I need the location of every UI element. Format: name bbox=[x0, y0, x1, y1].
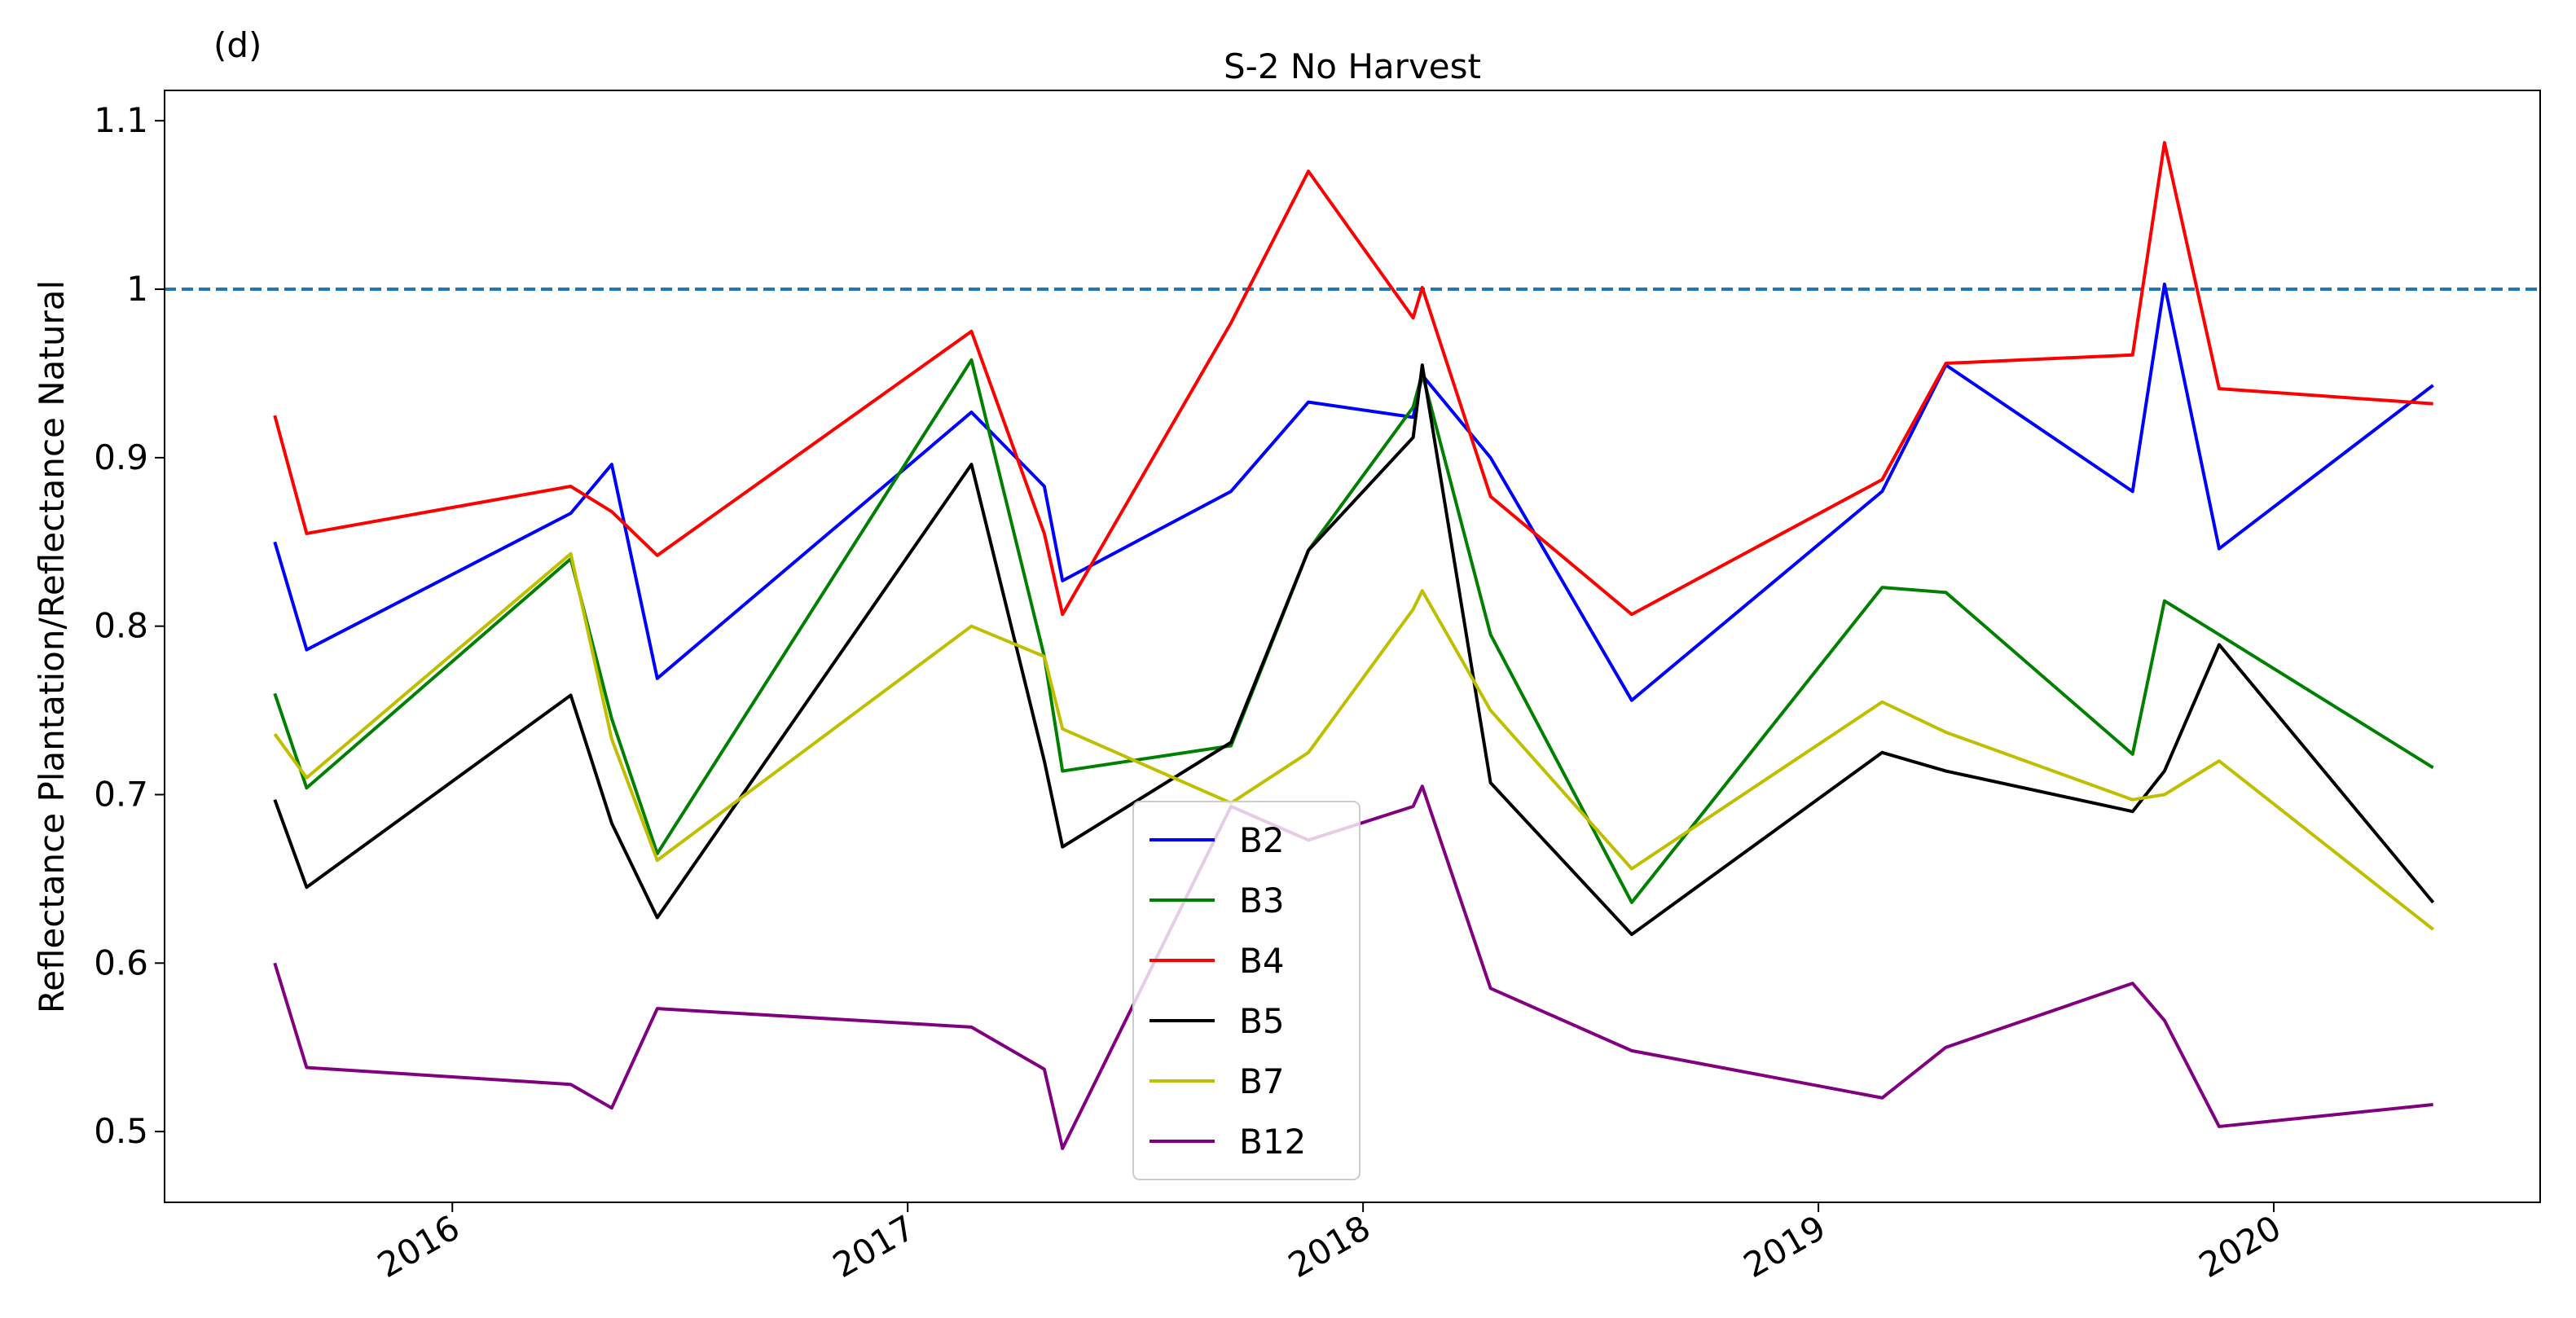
series-line bbox=[273, 141, 2433, 617]
y-axis-label: Reflectance Plantation/Reflectance Natur… bbox=[32, 280, 72, 1013]
legend-label: B3 bbox=[1239, 881, 1285, 920]
legend-label: B4 bbox=[1239, 941, 1285, 981]
series-line bbox=[273, 551, 2434, 931]
y-tick-label: 0.5 bbox=[94, 1111, 148, 1151]
legend-label: B7 bbox=[1239, 1061, 1285, 1101]
legend-box bbox=[1132, 801, 1361, 1180]
x-tick-label: 2020 bbox=[2192, 1207, 2288, 1285]
legend-label: B5 bbox=[1239, 1001, 1285, 1041]
plot-frame bbox=[164, 90, 2541, 1203]
y-tick-label: 0.7 bbox=[94, 775, 148, 815]
chart-title: S-2 No Harvest bbox=[1224, 46, 1481, 86]
panel-label: (d) bbox=[213, 25, 262, 65]
series-line bbox=[273, 363, 2435, 937]
series-line bbox=[273, 358, 2434, 904]
y-tick-label: 0.9 bbox=[94, 437, 148, 477]
series-line bbox=[273, 784, 2433, 1150]
y-tick-label: 1 bbox=[126, 269, 148, 309]
legend-label: B12 bbox=[1239, 1122, 1306, 1162]
x-tick-label: 2019 bbox=[1737, 1207, 1832, 1285]
legend-label: B2 bbox=[1239, 820, 1285, 860]
x-tick-label: 2018 bbox=[1281, 1207, 1377, 1285]
x-tick-label: 2017 bbox=[826, 1207, 921, 1285]
y-tick-label: 0.6 bbox=[94, 942, 148, 982]
y-tick-label: 1.1 bbox=[94, 100, 148, 140]
y-tick-label: 0.8 bbox=[94, 606, 148, 646]
series-line bbox=[273, 282, 2434, 702]
x-tick-label: 2016 bbox=[371, 1207, 466, 1285]
